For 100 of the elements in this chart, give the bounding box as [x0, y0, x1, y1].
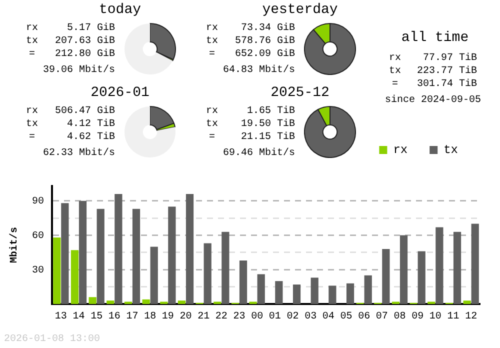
bar — [382, 249, 390, 304]
x-tick-label: 08 — [394, 312, 406, 323]
text: rx — [204, 22, 219, 35]
bar — [61, 203, 69, 304]
x-tick-label: 21 — [198, 312, 210, 323]
x-tick-label: 09 — [412, 312, 424, 323]
text: 64.83 Mbit/s — [222, 64, 295, 77]
x-tick-label: 05 — [340, 312, 352, 323]
bar — [418, 251, 426, 304]
text: 39.06 Mbit/s — [42, 64, 115, 77]
text: 4.62 TiB — [66, 131, 115, 144]
x-tick-label: 10 — [429, 312, 442, 323]
x-tick-label: 22 — [215, 312, 228, 323]
x-tick-label: 02 — [286, 312, 299, 323]
x-tick-label: 17 — [126, 312, 138, 323]
bar — [106, 300, 114, 304]
x-tick-label: 03 — [304, 312, 317, 323]
bar — [436, 227, 444, 304]
chart-title: yesterday — [261, 2, 339, 18]
bar — [275, 281, 283, 304]
x-tick-label: 00 — [251, 312, 264, 323]
bar — [88, 297, 96, 304]
legend-label: rx — [393, 143, 408, 158]
text: since 2024-09-05 — [385, 94, 482, 107]
text: tx — [388, 65, 402, 78]
text: 207.63 GiB — [54, 35, 115, 48]
text: 212.80 GiB — [54, 48, 115, 61]
x-tick-label: 06 — [358, 312, 370, 323]
bar — [453, 232, 462, 304]
x-tick-label: 12 — [465, 312, 478, 323]
text: 73.34 GiB — [240, 22, 295, 35]
text: 506.47 GiB — [54, 105, 115, 118]
text: = — [390, 78, 399, 91]
bar — [257, 274, 265, 304]
chart-title: today — [98, 2, 142, 18]
bar — [310, 278, 318, 304]
text: tx — [24, 118, 39, 131]
y-axis-title: Mbit/s — [8, 226, 21, 264]
bar — [96, 208, 104, 304]
text: rx — [388, 52, 402, 65]
x-tick-label: 14 — [72, 312, 85, 323]
x-tick-label: 11 — [447, 312, 460, 323]
text: tx — [204, 35, 219, 48]
bar — [142, 299, 150, 304]
bar — [132, 208, 140, 304]
x-tick-label: 04 — [322, 312, 334, 323]
bar — [186, 194, 194, 304]
bar — [463, 300, 471, 304]
text: 4.12 TiB — [66, 118, 115, 131]
bar — [364, 275, 372, 304]
text: rx — [24, 105, 39, 118]
x-tick-label: 15 — [90, 312, 103, 323]
bar — [346, 283, 354, 304]
text: = — [208, 131, 216, 144]
bar — [239, 260, 248, 304]
bar — [150, 246, 158, 304]
bar — [78, 200, 87, 304]
text: = — [208, 48, 216, 61]
legend-label: tx — [444, 143, 458, 158]
x-tick-label: 19 — [162, 312, 174, 323]
text: tx — [24, 35, 39, 48]
text: 223.77 TiB — [416, 65, 477, 78]
x-tick-label: 01 — [268, 312, 281, 323]
text: 19.50 TiB — [240, 118, 295, 131]
text: all time — [400, 30, 470, 46]
bar — [222, 232, 230, 304]
text: 1.65 TiB — [246, 105, 295, 118]
x-tick-label: 07 — [376, 312, 388, 323]
text: 5.17 GiB — [66, 22, 115, 35]
text: tx — [204, 118, 219, 131]
text: rx — [204, 105, 219, 118]
text: 652.09 GiB — [234, 48, 295, 61]
y-tick-label: 60 — [32, 230, 44, 242]
bar — [178, 300, 186, 304]
text: 69.46 Mbit/s — [222, 147, 295, 160]
bar — [292, 284, 301, 304]
bar — [400, 235, 408, 304]
bar — [114, 194, 122, 304]
x-tick-label: 18 — [144, 312, 156, 323]
text: rx — [24, 22, 39, 35]
text: = — [28, 131, 36, 144]
bar — [53, 238, 61, 304]
x-tick-label: 13 — [54, 312, 67, 323]
bar — [471, 224, 479, 304]
text: 578.76 GiB — [234, 35, 295, 48]
chart-title: 2025-12 — [270, 85, 330, 101]
bar — [70, 250, 79, 304]
x-tick-label: 23 — [233, 312, 246, 323]
bar — [328, 286, 336, 304]
y-tick-label: 90 — [32, 196, 44, 208]
text: 21.15 TiB — [240, 131, 295, 144]
x-tick-label: 16 — [108, 312, 120, 323]
bar — [168, 206, 176, 304]
text: 301.74 TiB — [416, 78, 477, 91]
y-tick-label: 30 — [32, 265, 44, 276]
text: = — [28, 48, 36, 61]
chart-title: 2026-01 — [90, 85, 150, 101]
x-tick-label: 20 — [180, 312, 192, 323]
text: 62.33 Mbit/s — [42, 147, 115, 160]
bar — [204, 243, 212, 304]
